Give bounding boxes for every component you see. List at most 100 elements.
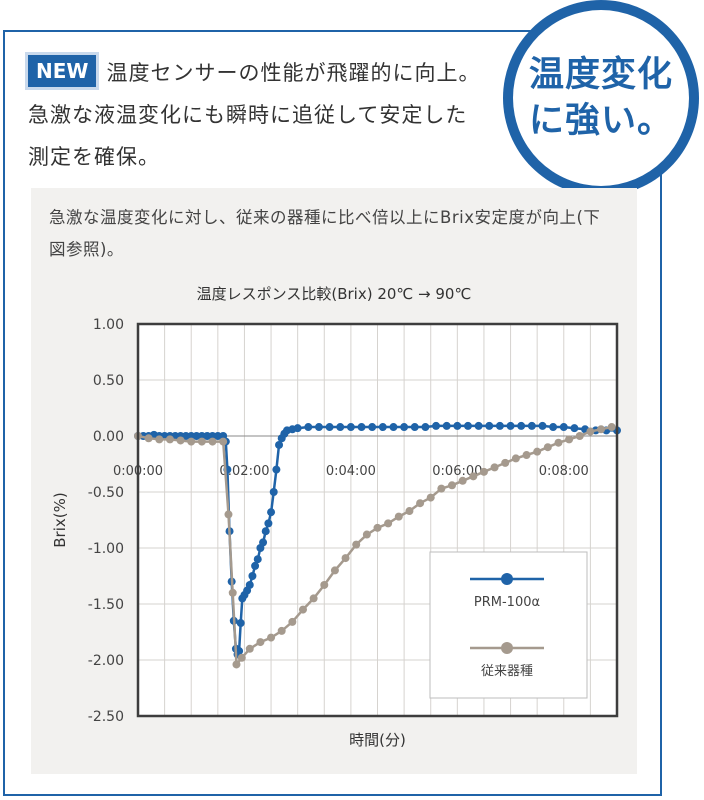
legend-label: 従来器種 — [481, 663, 533, 679]
data-point — [256, 638, 265, 647]
data-point — [490, 463, 499, 472]
data-point — [554, 438, 563, 447]
data-point — [549, 423, 558, 432]
data-point — [165, 435, 174, 444]
data-point — [253, 555, 262, 564]
data-point — [485, 421, 494, 430]
y-tick-label: -2.50 — [88, 709, 124, 725]
data-point — [341, 554, 350, 563]
data-point — [251, 561, 260, 570]
data-point — [442, 421, 451, 430]
data-point — [511, 454, 520, 463]
data-point — [394, 512, 403, 521]
y-tick-label: -1.00 — [88, 541, 124, 557]
data-point — [336, 423, 345, 432]
data-point — [373, 523, 382, 532]
data-point — [245, 644, 254, 653]
data-point — [264, 519, 273, 528]
data-point — [362, 530, 371, 539]
data-point — [352, 540, 361, 549]
data-point — [267, 633, 276, 642]
data-point — [432, 421, 441, 430]
new-badge: NEW — [24, 52, 100, 90]
y-tick-label: 0.00 — [93, 429, 124, 445]
data-point — [357, 423, 366, 432]
chart-title: 温度レスポンス比較(Brix) 20℃ → 90℃ — [196, 285, 472, 303]
data-point — [501, 458, 510, 467]
y-tick-label: 1.00 — [93, 317, 124, 333]
data-point — [269, 488, 278, 496]
y-tick-label: -2.00 — [88, 653, 124, 669]
data-point — [421, 423, 430, 432]
data-point — [320, 580, 329, 589]
data-point — [458, 476, 467, 485]
x-tick-label: 0:02:00 — [219, 464, 269, 479]
data-point — [330, 566, 339, 575]
data-point — [384, 519, 393, 528]
feature-circle-inner: 温度変化 に強い。 — [513, 10, 689, 186]
data-point — [232, 660, 241, 669]
chart-panel: 急激な温度変化に対し、従来の器種に比べ倍以上にBrix安定度が向上(下図参照)。… — [31, 188, 637, 774]
plot-frame — [136, 322, 619, 718]
y-tick-label: 0.50 — [93, 373, 124, 389]
feature-circle: 温度変化 に強い。 — [503, 0, 699, 196]
headline-text: 温度センサーの性能が飛躍的に向上。急激な液温変化にも瞬時に追従して安定した測定を… — [28, 61, 481, 169]
data-point — [463, 421, 472, 430]
data-point — [426, 493, 435, 502]
data-point — [237, 653, 246, 662]
data-point — [533, 447, 542, 456]
data-point — [368, 423, 377, 432]
data-point — [570, 424, 579, 433]
data-point — [261, 527, 270, 536]
data-point — [275, 440, 284, 449]
data-point — [267, 508, 276, 517]
data-point — [224, 510, 233, 519]
data-point — [293, 424, 302, 433]
data-point — [208, 437, 217, 446]
circle-line-2: に強い。 — [528, 101, 673, 141]
x-axis-title: 時間(分) — [349, 731, 406, 749]
data-point — [448, 481, 457, 490]
data-point — [298, 605, 307, 614]
data-point — [607, 423, 616, 432]
data-point — [272, 465, 281, 474]
data-point — [543, 443, 552, 452]
data-point — [155, 435, 164, 444]
data-point — [474, 421, 483, 430]
data-point — [309, 594, 318, 603]
data-point — [517, 421, 526, 430]
legend-swatch-marker — [501, 642, 513, 654]
data-point — [400, 423, 409, 432]
data-point — [405, 507, 414, 516]
data-point — [325, 423, 334, 432]
data-point — [559, 423, 568, 432]
data-point — [314, 423, 323, 432]
data-point — [219, 437, 228, 446]
data-point — [176, 436, 185, 445]
chart-description: 急激な温度変化に対し、従来の器種に比べ倍以上にBrix安定度が向上(下図参照)。 — [49, 208, 601, 259]
y-tick-label: -0.50 — [88, 485, 124, 501]
data-point — [187, 437, 196, 446]
data-point — [248, 572, 257, 580]
data-point — [288, 617, 297, 626]
data-point — [304, 423, 313, 432]
data-point — [527, 421, 536, 430]
response-chart: 1.00 0.50 0.00 -0.50 -1.00 -1.50 -2.00 -2.50 0:0… — [51, 317, 621, 749]
data-point — [586, 427, 595, 436]
data-point — [522, 451, 531, 460]
data-point — [378, 423, 387, 432]
data-point — [437, 484, 446, 493]
circle-line-1: 温度変化 — [528, 55, 673, 95]
data-point — [245, 580, 254, 589]
data-point — [565, 435, 574, 444]
data-point — [469, 472, 478, 481]
data-point — [506, 421, 515, 430]
data-point — [197, 437, 206, 446]
data-point — [597, 425, 606, 434]
data-point — [228, 588, 237, 597]
data-point — [453, 421, 462, 430]
y-axis-title: Brix(%) — [51, 492, 69, 547]
data-point — [479, 467, 488, 476]
data-point — [389, 423, 398, 432]
x-tick-label: 0:08:00 — [539, 464, 589, 479]
